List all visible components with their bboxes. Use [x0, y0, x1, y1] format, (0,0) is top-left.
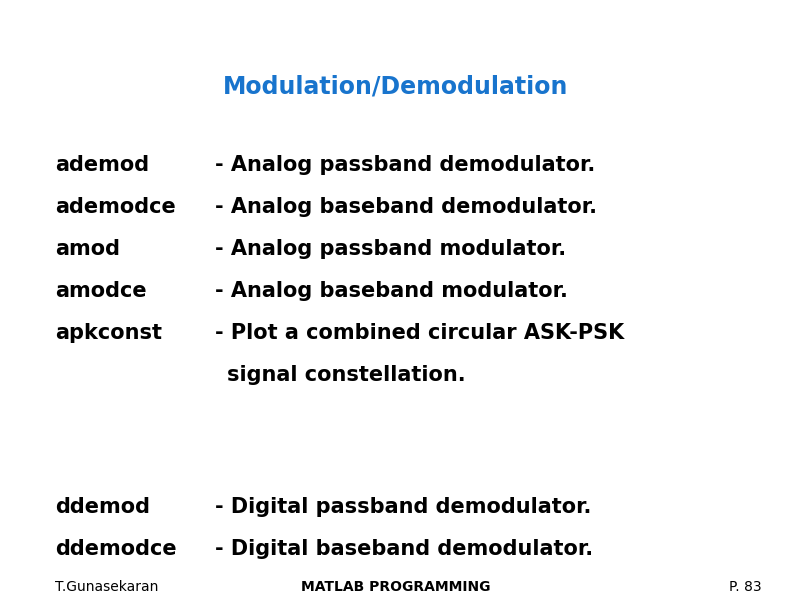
Text: - Digital passband demodulator.: - Digital passband demodulator.: [215, 497, 592, 517]
Text: Modulation/Demodulation: Modulation/Demodulation: [223, 75, 569, 99]
Text: T.Gunasekaran: T.Gunasekaran: [55, 580, 158, 594]
Text: ddemod: ddemod: [55, 497, 150, 517]
Text: ademod: ademod: [55, 155, 149, 175]
Text: apkconst: apkconst: [55, 323, 162, 343]
Text: MATLAB PROGRAMMING: MATLAB PROGRAMMING: [301, 580, 491, 594]
Text: - Analog passband demodulator.: - Analog passband demodulator.: [215, 155, 596, 175]
Text: ademodce: ademodce: [55, 197, 176, 217]
Text: - Analog baseband demodulator.: - Analog baseband demodulator.: [215, 197, 597, 217]
Text: P. 83: P. 83: [729, 580, 762, 594]
Text: - Plot a combined circular ASK-PSK: - Plot a combined circular ASK-PSK: [215, 323, 624, 343]
Text: ddemodce: ddemodce: [55, 539, 177, 559]
Text: amodce: amodce: [55, 281, 147, 301]
Text: - Analog passband modulator.: - Analog passband modulator.: [215, 239, 566, 259]
Text: signal constellation.: signal constellation.: [227, 365, 466, 385]
Text: amod: amod: [55, 239, 120, 259]
Text: - Digital baseband demodulator.: - Digital baseband demodulator.: [215, 539, 593, 559]
Text: - Analog baseband modulator.: - Analog baseband modulator.: [215, 281, 568, 301]
